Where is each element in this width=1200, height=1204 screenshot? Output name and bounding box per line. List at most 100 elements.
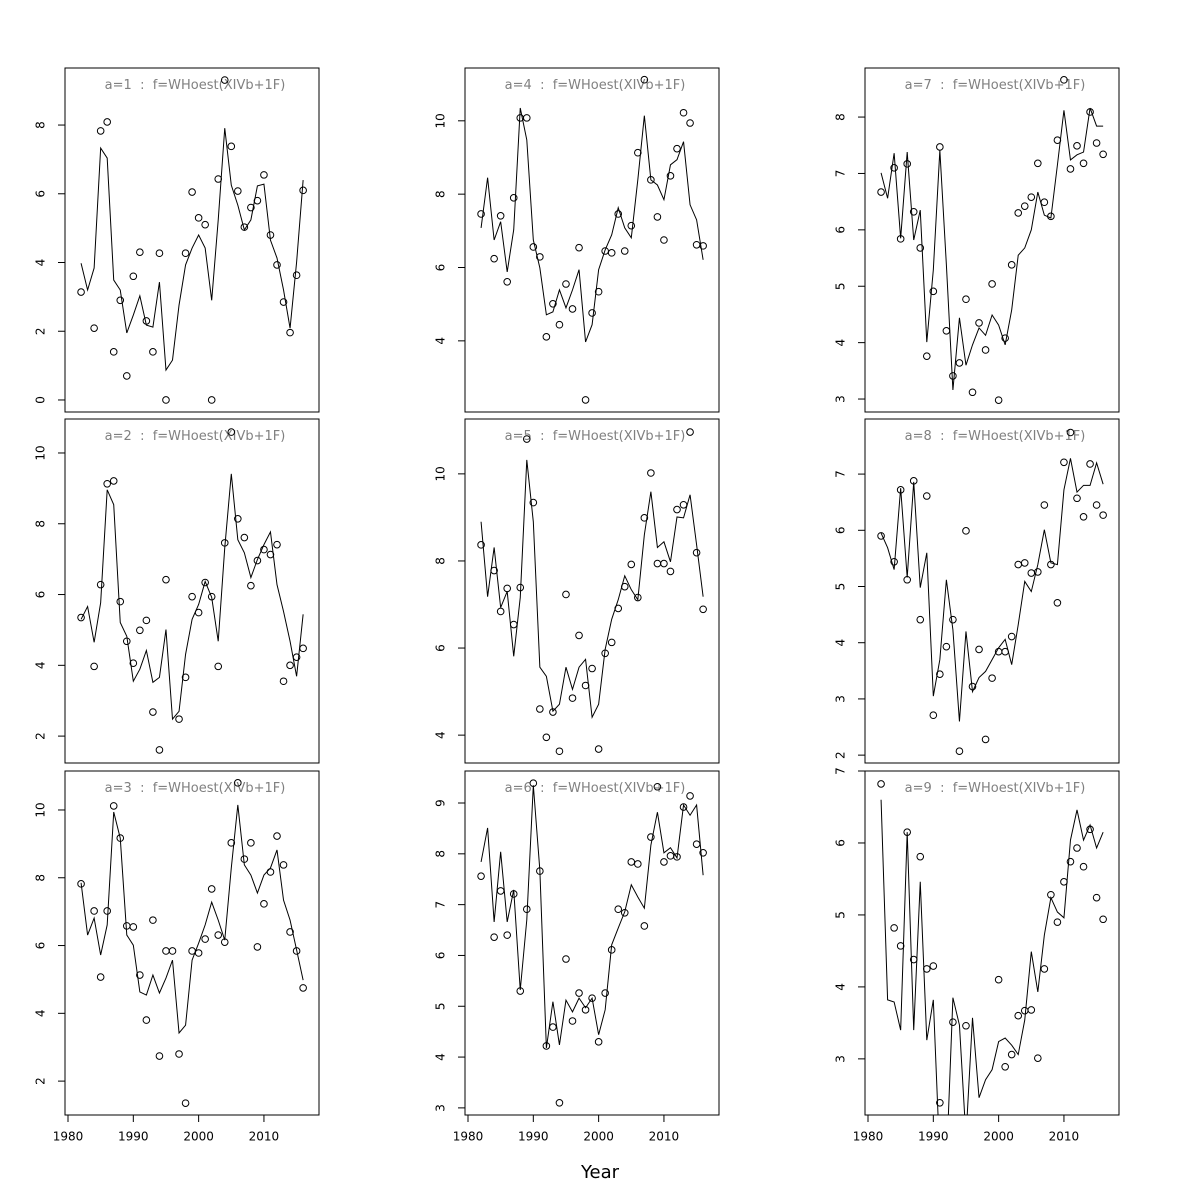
data-point xyxy=(103,907,111,915)
x-tick-label: 1980 xyxy=(853,1130,884,1144)
data-point xyxy=(162,575,170,584)
data-point xyxy=(673,144,681,153)
data-point xyxy=(549,1023,557,1031)
data-point xyxy=(1099,511,1107,519)
data-point xyxy=(968,388,977,397)
data-point xyxy=(1060,878,1068,886)
data-point xyxy=(955,359,964,367)
data-point xyxy=(575,631,583,640)
data-point xyxy=(149,348,157,356)
data-point xyxy=(692,240,701,249)
data-point xyxy=(1099,150,1107,159)
panel: a=4 : f=WHoest(XIVb+1F) 4 6 8 10 xyxy=(434,67,720,413)
fitted-line xyxy=(480,459,704,720)
data-point xyxy=(273,540,281,549)
y-tick-label: 8 xyxy=(34,874,48,882)
data-point xyxy=(594,745,603,753)
data-point xyxy=(1040,501,1049,509)
data-point xyxy=(299,186,307,195)
data-point xyxy=(949,1018,957,1026)
data-point xyxy=(936,143,944,151)
panel: a=5 : f=WHoest(XIVb+1F) 4 6 8 10 xyxy=(434,418,720,764)
panel: a=9 : f=WHoest(XIVb+1F) 3 4 5 6 7 1980 1990 2000… xyxy=(834,767,1120,1144)
data-point xyxy=(536,705,544,713)
panel-title: a=5 : f=WHoest(XIVb+1F) xyxy=(505,429,686,444)
data-point xyxy=(903,160,911,168)
data-point xyxy=(620,247,629,255)
data-point xyxy=(1040,198,1049,207)
data-point xyxy=(279,298,288,306)
data-point xyxy=(686,428,694,436)
data-point xyxy=(220,76,229,84)
data-point xyxy=(273,832,281,840)
data-point xyxy=(607,249,616,257)
data-point xyxy=(666,852,675,860)
y-tick-label: 3 xyxy=(434,1104,448,1112)
data-point xyxy=(699,605,707,614)
y-tick-label: 8 xyxy=(434,190,448,198)
data-point xyxy=(496,887,505,895)
y-tick-label: 0 xyxy=(34,396,48,404)
data-point xyxy=(981,735,990,744)
data-point xyxy=(214,931,223,939)
data-point xyxy=(653,782,662,791)
data-point xyxy=(916,852,925,861)
y-tick-label: 2 xyxy=(34,732,48,740)
data-point xyxy=(109,802,118,810)
panel-title: a=3 : f=WHoest(XIVb+1F) xyxy=(105,781,286,796)
data-point xyxy=(175,1050,183,1058)
y-tick-label: 3 xyxy=(834,695,848,703)
data-point xyxy=(1092,893,1101,902)
data-point xyxy=(942,642,951,651)
data-point xyxy=(227,428,236,436)
data-point xyxy=(181,249,190,258)
data-point xyxy=(647,469,655,477)
data-point xyxy=(1020,559,1029,567)
y-tick-label: 8 xyxy=(434,850,448,858)
data-point xyxy=(909,208,918,216)
data-point xyxy=(555,1099,564,1107)
data-point xyxy=(162,947,170,955)
data-point xyxy=(634,593,642,602)
data-point xyxy=(109,477,118,485)
x-tick-label: 2000 xyxy=(983,1130,1014,1144)
data-point xyxy=(916,244,925,252)
data-point xyxy=(922,352,931,360)
data-point xyxy=(142,616,151,625)
data-point xyxy=(601,989,609,997)
data-point xyxy=(666,567,675,576)
y-tick-label: 10 xyxy=(434,466,448,481)
y-tick-label: 2 xyxy=(34,1077,48,1085)
plot-area xyxy=(877,780,1107,1115)
data-point xyxy=(949,615,957,624)
y-tick-label: 7 xyxy=(834,767,848,775)
data-point xyxy=(136,971,144,979)
data-point xyxy=(929,287,938,296)
data-point xyxy=(581,396,590,404)
data-point xyxy=(614,905,623,914)
data-point xyxy=(981,346,990,354)
data-point xyxy=(109,348,118,356)
data-point xyxy=(253,943,262,951)
x-tick-label: 2010 xyxy=(649,1130,680,1144)
data-point xyxy=(975,645,983,654)
data-point xyxy=(149,708,157,716)
data-point xyxy=(1027,569,1036,577)
data-point xyxy=(575,989,583,997)
fitted-line xyxy=(880,799,1104,1115)
data-point xyxy=(77,288,85,296)
panel: a=3 : f=WHoest(XIVb+1F) 2 4 6 8 10 1980 1990 200… xyxy=(34,770,320,1144)
data-point xyxy=(575,243,583,252)
y-tick-label: 2 xyxy=(834,751,848,759)
x-tick-label: 1990 xyxy=(118,1130,149,1144)
data-point xyxy=(96,973,105,981)
data-point xyxy=(168,947,177,955)
data-point xyxy=(509,194,518,202)
data-point xyxy=(1066,165,1075,173)
data-point xyxy=(273,261,281,269)
data-point xyxy=(877,532,885,540)
data-point xyxy=(201,935,209,943)
data-point xyxy=(692,548,701,557)
data-point xyxy=(936,1098,944,1107)
